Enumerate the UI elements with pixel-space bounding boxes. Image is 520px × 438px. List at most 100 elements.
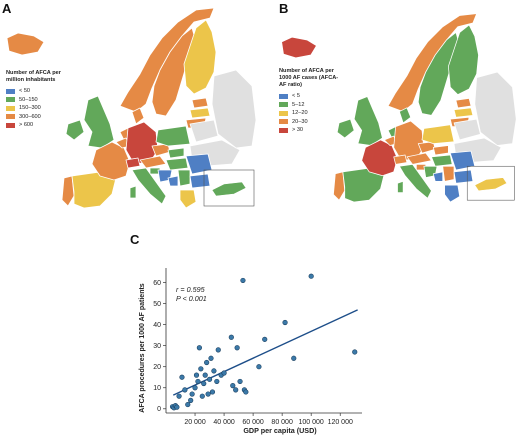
y-tick-label: 0 bbox=[157, 406, 161, 413]
legend-item: 300–600 bbox=[6, 113, 61, 122]
country-portugal bbox=[333, 171, 346, 201]
legend-b-items: < 5 5–12 12–20 20–30 > 30 bbox=[279, 92, 338, 135]
y-axis-label: AFCA procedures per 1000 AF patients bbox=[139, 283, 146, 413]
data-point bbox=[209, 389, 216, 395]
country-slovakia bbox=[167, 147, 185, 159]
legend-item: > 600 bbox=[6, 121, 61, 130]
data-point bbox=[221, 370, 227, 376]
data-point bbox=[256, 364, 262, 370]
y-tick-label: 50 bbox=[153, 301, 161, 308]
y-tick-label: 60 bbox=[153, 280, 161, 287]
legend-item: > 30 bbox=[279, 126, 338, 135]
country-switzerland bbox=[125, 157, 141, 169]
legend-item: < 50 bbox=[6, 87, 61, 96]
data-point bbox=[240, 277, 246, 284]
country-finland bbox=[183, 19, 217, 95]
legend-label: < 5 bbox=[292, 93, 300, 100]
legend-swatch bbox=[279, 102, 288, 108]
legend-swatch bbox=[279, 93, 288, 99]
legend-label: 20–30 bbox=[292, 118, 308, 125]
country-hungary bbox=[165, 157, 189, 171]
country-greece bbox=[179, 189, 197, 209]
legend-item: 50–150 bbox=[6, 96, 61, 105]
country-finland bbox=[448, 24, 479, 96]
country-belarus bbox=[453, 118, 481, 141]
country-belarus bbox=[189, 119, 219, 143]
map-b bbox=[281, 13, 517, 203]
data-point bbox=[205, 391, 211, 397]
country-latvia bbox=[453, 107, 474, 118]
legend-a-title: Number of AFCA per million inhabitants bbox=[6, 70, 61, 83]
regression-line bbox=[172, 309, 358, 396]
data-point bbox=[174, 404, 180, 410]
country-hungary bbox=[431, 154, 453, 167]
country-poland bbox=[155, 125, 191, 147]
legend-item: 12–20 bbox=[279, 109, 338, 118]
legend-swatch bbox=[6, 114, 15, 120]
data-point bbox=[291, 355, 297, 361]
country-estonia bbox=[455, 98, 472, 109]
country-bulgaria bbox=[189, 173, 211, 189]
data-point bbox=[196, 345, 202, 351]
y-tick-label: 40 bbox=[153, 322, 161, 329]
panel-b-letter: B bbox=[279, 1, 289, 16]
country-bulgaria bbox=[453, 169, 474, 184]
legend-label: < 50 bbox=[19, 88, 31, 95]
panel-c-letter: C bbox=[130, 232, 140, 247]
data-point bbox=[179, 374, 185, 380]
country-poland bbox=[421, 124, 455, 145]
legend-item: 20–30 bbox=[279, 118, 338, 127]
legend-label: > 30 bbox=[292, 127, 304, 134]
data-point bbox=[233, 387, 239, 393]
x-tick-label: 20 000 bbox=[184, 419, 206, 426]
data-point bbox=[352, 349, 358, 355]
y-tick-label: 30 bbox=[153, 343, 161, 350]
country-norway bbox=[119, 7, 215, 113]
country-iceland bbox=[6, 32, 45, 56]
country-ireland bbox=[65, 119, 85, 141]
stat-p: P < 0.001 bbox=[176, 294, 207, 303]
country-switzerland bbox=[393, 154, 408, 165]
country-germany bbox=[393, 120, 425, 161]
data-point bbox=[198, 366, 204, 372]
axes: 0 10 20 30 40 50 60 20 000 40 000 60 000 80 000 100… bbox=[153, 268, 362, 426]
data-point bbox=[193, 372, 200, 378]
data-point bbox=[243, 389, 249, 395]
data-point bbox=[182, 387, 188, 393]
legend-item: < 5 bbox=[279, 92, 338, 101]
data-point bbox=[204, 359, 210, 366]
panel-a-letter: A bbox=[2, 1, 12, 16]
scatter-plot: 0 10 20 30 40 50 60 20 000 40 000 60 000 80 000 100… bbox=[139, 268, 362, 435]
data-point bbox=[176, 393, 182, 399]
data-point bbox=[230, 383, 236, 389]
legend-a: Number of AFCA per million inhabitants <… bbox=[6, 70, 61, 130]
x-tick-label: 80 000 bbox=[271, 419, 293, 426]
country-serbia bbox=[442, 165, 455, 182]
data-point bbox=[185, 401, 191, 408]
legend-label: 150–300 bbox=[19, 105, 41, 112]
country-slovakia bbox=[432, 145, 449, 156]
data-point bbox=[215, 347, 221, 353]
x-tick-label: 40 000 bbox=[213, 419, 235, 426]
data-point bbox=[211, 368, 217, 374]
data-point bbox=[189, 391, 195, 397]
data-point bbox=[195, 378, 201, 385]
country-russia bbox=[474, 71, 517, 146]
data-point bbox=[228, 334, 234, 340]
legend-b-title: Number of AFCA per 1000 AF cases (AFCA- … bbox=[279, 68, 339, 88]
country-france bbox=[361, 139, 398, 177]
data-point bbox=[206, 376, 213, 382]
legend-swatch bbox=[279, 127, 288, 133]
data-point bbox=[214, 378, 220, 385]
country-estonia bbox=[191, 97, 209, 109]
country-bosnia bbox=[167, 175, 179, 187]
country-uk bbox=[83, 95, 115, 149]
legend-label: 50–150 bbox=[19, 96, 38, 103]
data-point bbox=[188, 397, 194, 403]
data-point bbox=[192, 385, 198, 391]
country-greece bbox=[444, 184, 461, 203]
legend-swatch bbox=[279, 110, 288, 116]
data-point bbox=[201, 380, 207, 387]
country-denmark bbox=[131, 107, 145, 125]
legend-swatch bbox=[6, 122, 15, 128]
